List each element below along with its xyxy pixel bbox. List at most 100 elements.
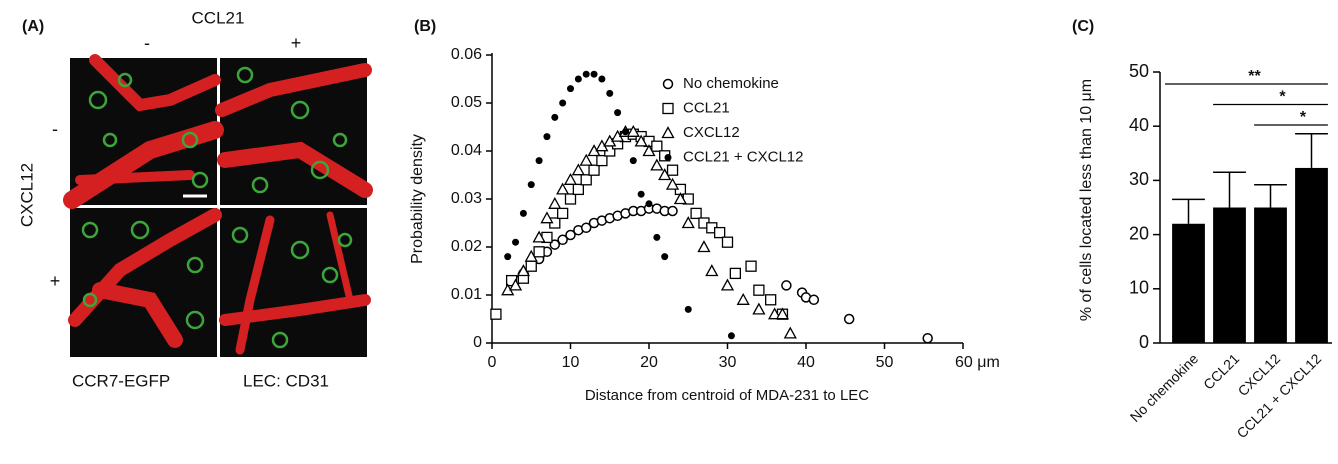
- y-tick-label: 0: [473, 334, 482, 351]
- y-tick-label: 40: [1129, 115, 1149, 135]
- error-bar: [1295, 133, 1328, 168]
- x-tick-label: 30: [719, 354, 737, 371]
- bar: [1172, 223, 1205, 343]
- bar: [1295, 167, 1328, 343]
- y-tick-label: 0.06: [451, 46, 482, 63]
- marker: [768, 307, 782, 320]
- marker: [645, 200, 653, 208]
- legend-marker: [664, 154, 672, 161]
- marker: [720, 278, 735, 291]
- error-bar: [1213, 171, 1246, 208]
- row-label: -: [52, 119, 58, 139]
- row-title: CXCL12: [17, 163, 36, 227]
- marker: [651, 140, 663, 152]
- marker: [736, 292, 750, 305]
- x-tick-label: 60 μm: [955, 354, 1000, 371]
- marker: [667, 205, 678, 217]
- marker: [642, 144, 656, 157]
- marker: [580, 174, 592, 186]
- error-bar: [1172, 198, 1205, 224]
- x-tick-label: 20: [640, 354, 658, 371]
- marker: [590, 70, 598, 78]
- bar: [1254, 207, 1287, 343]
- marker: [626, 124, 640, 137]
- legend-text: CCL21: [683, 99, 730, 116]
- marker: [490, 308, 502, 320]
- marker: [629, 157, 637, 165]
- marker: [532, 230, 546, 243]
- marker: [535, 157, 543, 165]
- marker: [614, 109, 622, 117]
- marker: [661, 253, 669, 261]
- legend-marker: [662, 102, 674, 115]
- marker: [527, 181, 535, 189]
- panel-label: (A): [22, 18, 44, 35]
- marker: [666, 164, 679, 176]
- marker: [727, 332, 735, 340]
- marker: [753, 284, 765, 296]
- y-tick-label: 20: [1129, 223, 1149, 243]
- marker: [634, 134, 648, 147]
- marker: [673, 192, 687, 205]
- marker: [665, 177, 680, 190]
- panel-label: (C): [1072, 18, 1094, 35]
- y-tick-label: 0.03: [451, 190, 482, 207]
- marker: [524, 249, 538, 262]
- marker: [559, 99, 567, 107]
- marker: [574, 75, 582, 83]
- marker: [650, 158, 664, 171]
- marker: [752, 302, 766, 315]
- legend-marker: [662, 78, 674, 90]
- marker: [843, 313, 855, 325]
- column-title: CCL21: [192, 8, 245, 27]
- marker: [745, 260, 757, 272]
- marker: [690, 207, 702, 220]
- marker: [721, 236, 734, 248]
- legend-text: No chemokine: [683, 75, 779, 92]
- marker: [572, 183, 584, 196]
- marker: [653, 233, 661, 241]
- marker: [705, 264, 719, 277]
- y-tick-label: 0.04: [451, 142, 482, 159]
- marker: [621, 128, 629, 136]
- legend-text: CCR7-EGFP: [72, 371, 170, 390]
- significance-label: **: [1248, 68, 1261, 85]
- marker: [556, 182, 570, 195]
- y-axis-title: Probability density: [409, 134, 426, 264]
- marker: [540, 211, 554, 224]
- marker: [729, 267, 741, 280]
- marker: [783, 326, 797, 339]
- marker: [775, 307, 790, 320]
- marker: [525, 260, 537, 272]
- marker: [596, 154, 608, 167]
- significance-label: *: [1279, 89, 1286, 106]
- marker: [579, 153, 593, 166]
- marker: [567, 85, 574, 93]
- marker: [557, 234, 568, 246]
- marker: [588, 164, 600, 176]
- y-tick-label: 50: [1129, 61, 1149, 81]
- marker: [684, 305, 692, 313]
- y-axis-title: % of cells located less than 10 μm: [1078, 79, 1095, 321]
- marker: [543, 133, 551, 141]
- marker: [765, 294, 777, 306]
- legend-text: CXCL12: [683, 124, 740, 141]
- x-tick-label: 40: [797, 354, 815, 371]
- marker: [512, 238, 520, 246]
- significance-label: *: [1300, 109, 1307, 126]
- marker: [557, 207, 569, 220]
- marker: [808, 294, 820, 306]
- marker: [565, 229, 576, 241]
- error-bar: [1254, 183, 1287, 208]
- y-tick-label: 0: [1139, 332, 1149, 352]
- x-tick-label: 50: [876, 354, 894, 371]
- marker: [564, 193, 577, 205]
- bar: [1213, 207, 1246, 343]
- y-tick-label: 0.05: [451, 94, 482, 111]
- marker: [582, 70, 590, 78]
- marker: [637, 190, 645, 198]
- x-tick-label: 0: [488, 354, 497, 371]
- marker: [571, 163, 585, 176]
- marker: [504, 253, 512, 261]
